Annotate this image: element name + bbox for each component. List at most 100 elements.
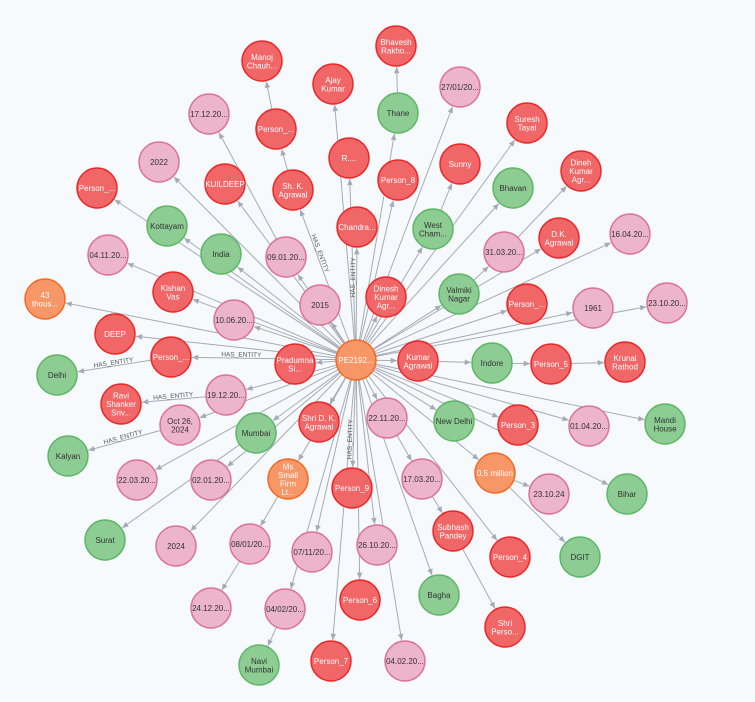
- graph-node[interactable]: India: [200, 233, 242, 275]
- graph-node[interactable]: Ravi Shanker Sriv...: [100, 383, 142, 425]
- graph-node[interactable]: Ajay Kumar: [312, 63, 354, 105]
- relationship-edge[interactable]: [330, 379, 355, 641]
- graph-node[interactable]: 43 thous...: [24, 278, 66, 320]
- graph-node[interactable]: Subhash Pandey: [432, 510, 474, 552]
- node-circle[interactable]: [84, 519, 126, 561]
- node-circle[interactable]: [438, 273, 480, 315]
- relationship-edge[interactable]: [570, 359, 605, 366]
- node-circle[interactable]: [331, 467, 373, 509]
- node-circle[interactable]: [401, 458, 443, 500]
- relationship-edge[interactable]: [440, 183, 453, 211]
- graph-node[interactable]: Navi Mumbai: [238, 644, 280, 686]
- node-circle[interactable]: [506, 283, 548, 325]
- node-circle[interactable]: [528, 473, 570, 515]
- relationship-edge[interactable]: [364, 377, 378, 400]
- node-circle[interactable]: [365, 276, 407, 318]
- node-circle[interactable]: [484, 606, 526, 648]
- node-circle[interactable]: [241, 40, 283, 82]
- node-circle[interactable]: [310, 640, 352, 682]
- node-circle[interactable]: [36, 354, 78, 396]
- graph-node[interactable]: 2022: [138, 141, 180, 183]
- relationship-edge[interactable]: [357, 379, 377, 525]
- node-circle[interactable]: [412, 208, 454, 250]
- graph-node[interactable]: Mumbai: [235, 412, 277, 454]
- relationship-edge[interactable]: [267, 626, 278, 647]
- node-circle[interactable]: [76, 167, 118, 209]
- node-circle[interactable]: [298, 401, 340, 443]
- relationship-edge[interactable]: [373, 242, 612, 353]
- node-circle[interactable]: [159, 404, 201, 446]
- relationship-edge[interactable]: [372, 370, 437, 411]
- node-circle[interactable]: [572, 287, 614, 329]
- node-circle[interactable]: [150, 336, 192, 378]
- node-circle[interactable]: [474, 452, 516, 494]
- relationship-edge[interactable]: [369, 203, 500, 346]
- relationship-edge[interactable]: [264, 81, 273, 110]
- relationship-edge[interactable]: [394, 66, 400, 94]
- node-circle[interactable]: [255, 108, 297, 150]
- node-circle[interactable]: [299, 284, 341, 326]
- node-circle[interactable]: [190, 587, 232, 629]
- graph-node[interactable]: Ms Small Firm Lt...: [267, 458, 309, 500]
- relationship-edge[interactable]: [360, 200, 395, 341]
- relationship-edge[interactable]: [331, 322, 346, 344]
- node-circle[interactable]: [538, 217, 580, 259]
- relationship-edge[interactable]: [371, 372, 480, 461]
- graph-node[interactable]: 23.10.24: [528, 473, 570, 515]
- node-circle[interactable]: [644, 403, 686, 445]
- node-circle[interactable]: [568, 405, 610, 447]
- graph-node[interactable]: 04.02.20...: [384, 640, 426, 682]
- graph-node[interactable]: 31.03.20...: [483, 231, 525, 273]
- relationship-edge[interactable]: [358, 379, 404, 641]
- relationship-edge[interactable]: [88, 429, 161, 452]
- graph-node[interactable]: Suresh Tayal: [506, 102, 548, 144]
- graph-node[interactable]: 17.03.20...: [401, 458, 443, 500]
- node-circle[interactable]: [356, 524, 398, 566]
- node-circle[interactable]: [205, 374, 247, 416]
- node-circle[interactable]: [492, 167, 534, 209]
- node-circle[interactable]: [274, 343, 316, 385]
- node-circle[interactable]: [238, 644, 280, 686]
- graph-node[interactable]: West Cham...: [412, 208, 454, 250]
- node-circle[interactable]: [264, 588, 306, 630]
- graph-node[interactable]: Valmiki Nagar: [438, 273, 480, 315]
- relationship-edge[interactable]: [315, 379, 353, 532]
- node-circle[interactable]: [312, 63, 354, 105]
- relationship-edge[interactable]: [396, 435, 412, 462]
- graph-node[interactable]: Person_...: [506, 283, 548, 325]
- node-circle[interactable]: [397, 340, 439, 382]
- node-circle[interactable]: [291, 531, 333, 573]
- relationship-edge[interactable]: [431, 495, 443, 514]
- node-circle[interactable]: [94, 313, 136, 355]
- node-circle[interactable]: [418, 574, 460, 616]
- graph-node[interactable]: 07/11/20...: [291, 531, 333, 573]
- node-circle[interactable]: [377, 159, 419, 201]
- graph-node[interactable]: Krunal Rathod: [604, 341, 646, 383]
- graph-node[interactable]: Person_3: [497, 404, 539, 446]
- relationship-edge[interactable]: [473, 265, 489, 281]
- relationship-edge[interactable]: [253, 325, 338, 355]
- node-circle[interactable]: [384, 640, 426, 682]
- graph-node[interactable]: Surat: [84, 519, 126, 561]
- graph-node[interactable]: Dinesh Kumar Agr...: [365, 276, 407, 318]
- relationship-edge[interactable]: [372, 304, 442, 350]
- relationship-edge[interactable]: [373, 368, 609, 486]
- node-circle[interactable]: [439, 143, 481, 185]
- relationship-edge[interactable]: [190, 374, 343, 532]
- graph-node[interactable]: R....: [328, 137, 370, 179]
- graph-node[interactable]: 26.10.20...: [356, 524, 398, 566]
- graph-node[interactable]: Kottayam: [146, 205, 188, 247]
- graph-node[interactable]: 27/01/20...: [439, 66, 481, 108]
- graph-node[interactable]: Chandra...: [336, 206, 378, 248]
- relationship-edge[interactable]: [350, 379, 356, 468]
- graph-node[interactable]: Person_...: [76, 167, 118, 209]
- node-circle[interactable]: [375, 25, 417, 67]
- node-circle[interactable]: [366, 397, 408, 439]
- graph-node[interactable]: 04.11.20...: [87, 234, 129, 276]
- relationship-edge[interactable]: [272, 371, 341, 422]
- node-circle[interactable]: [155, 525, 197, 567]
- graph-node[interactable]: 23.10.20...: [646, 282, 688, 324]
- node-circle[interactable]: [100, 383, 142, 425]
- node-circle[interactable]: [146, 205, 188, 247]
- node-circle[interactable]: [152, 271, 194, 313]
